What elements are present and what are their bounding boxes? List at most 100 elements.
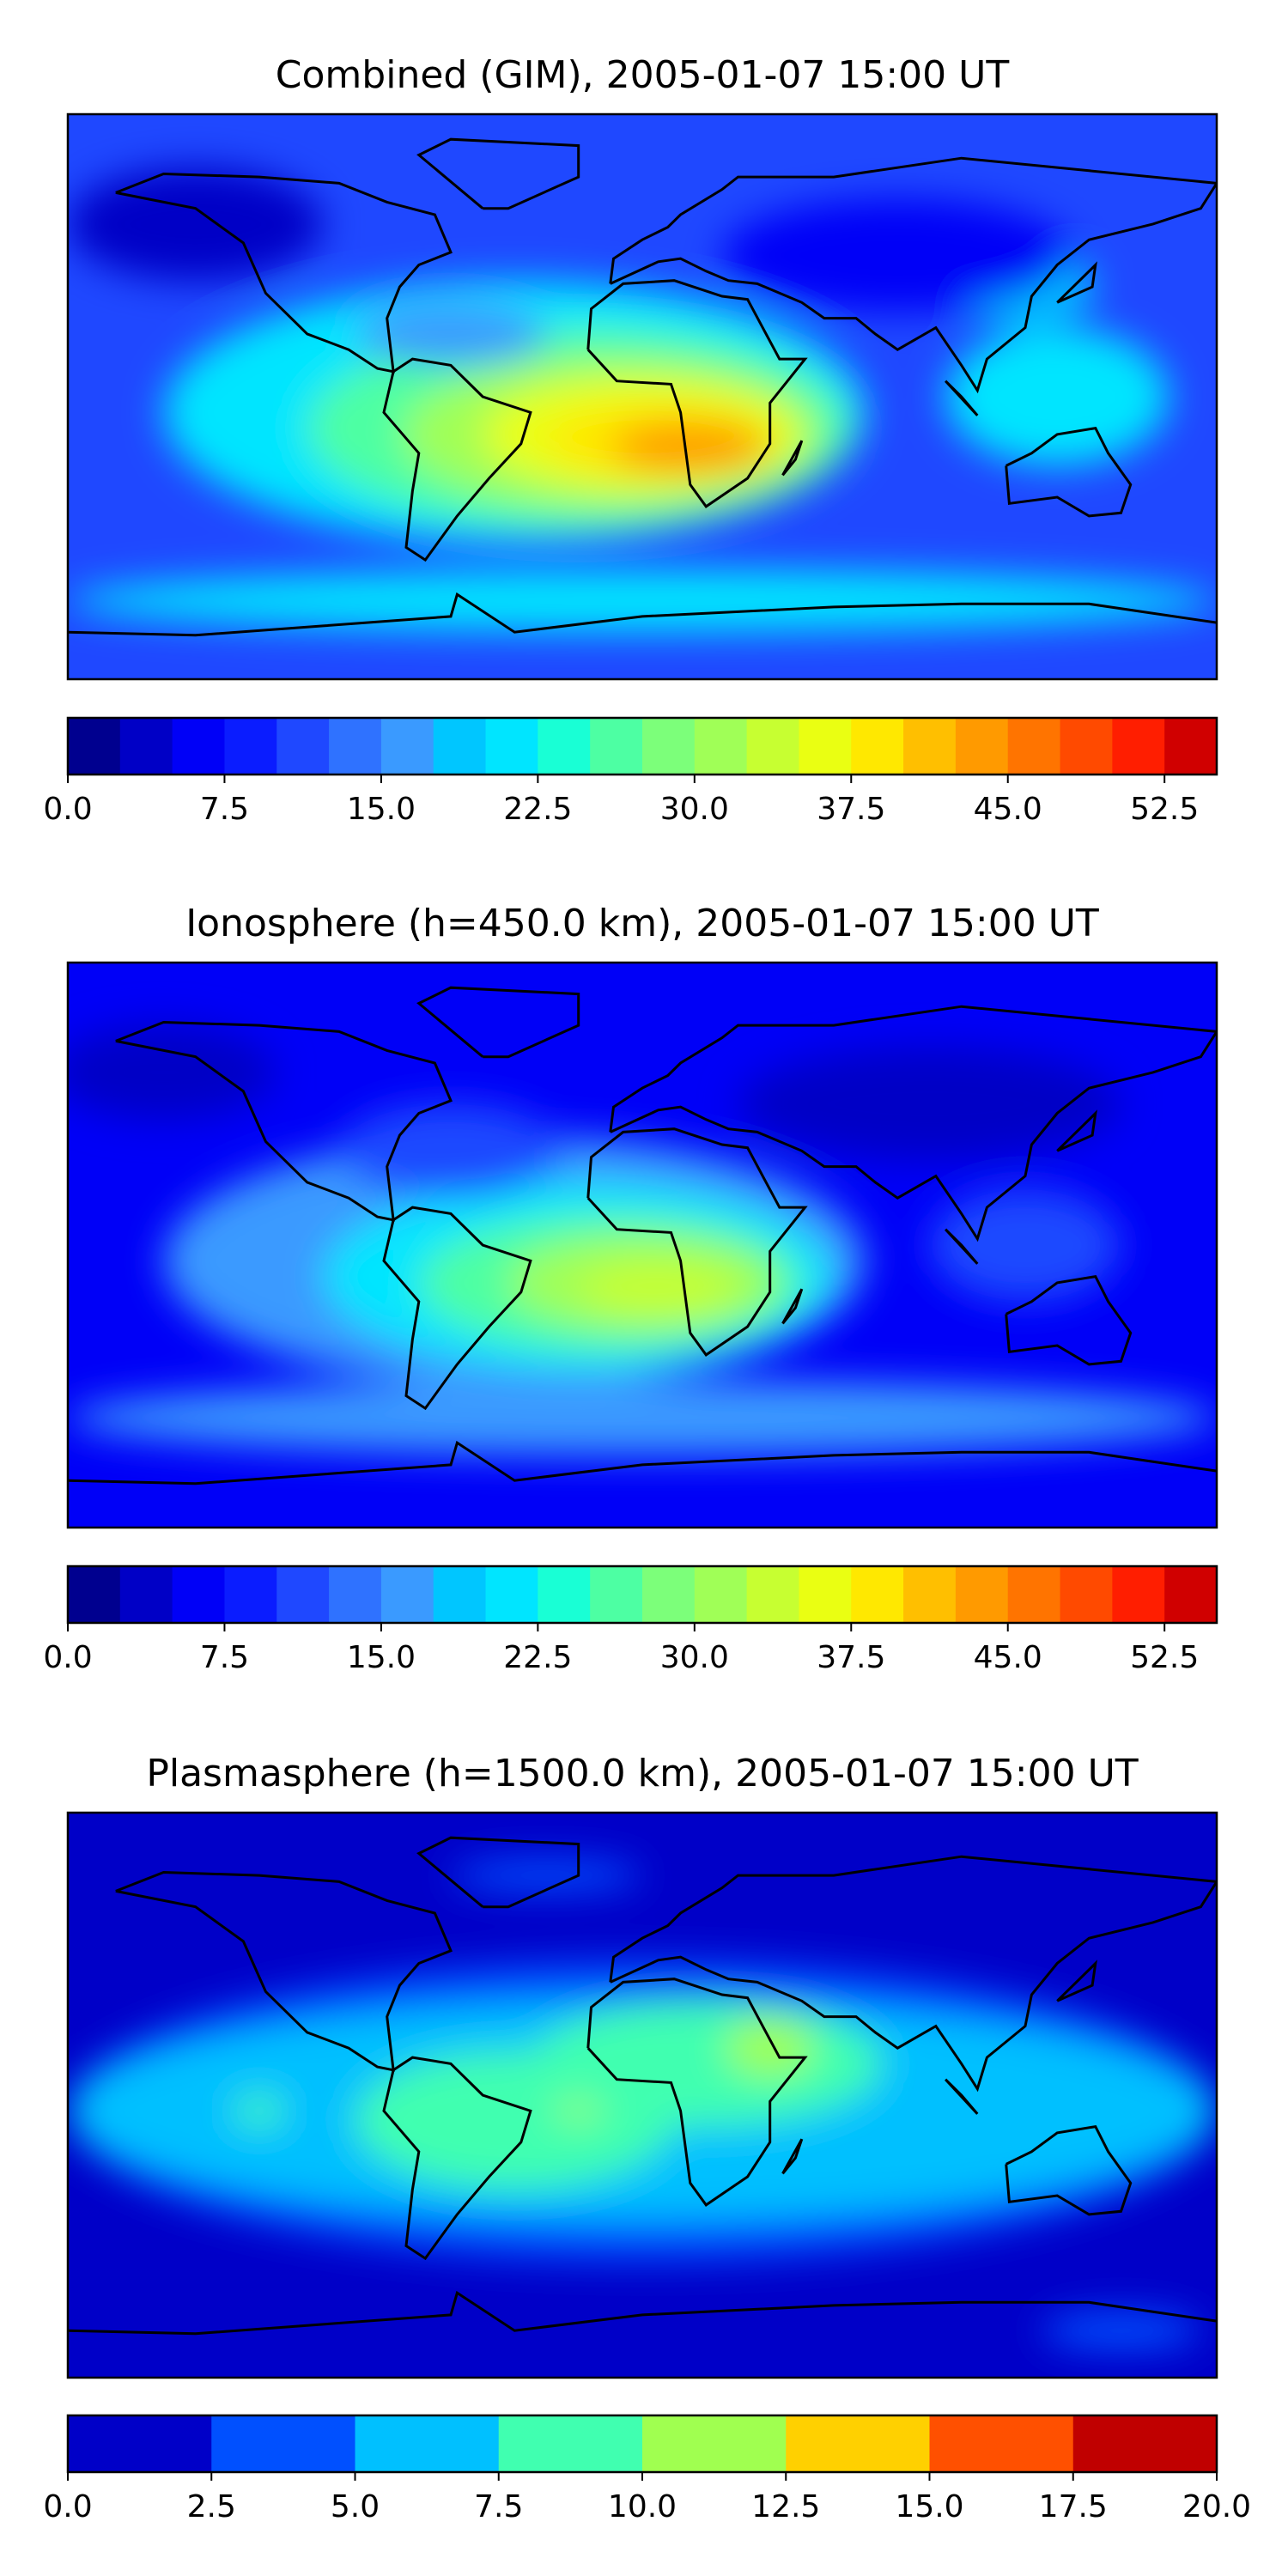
colorbar-swatch [485,718,538,775]
coastline [1056,261,1097,304]
colorbar-tick-label: 0.0 [43,792,92,827]
colorbar-swatch [119,718,173,775]
colorbar-swatch [746,1566,800,1623]
coastline [609,1855,1217,2093]
field-region [338,1103,563,1199]
map-frame [66,1811,1218,2379]
coastline [382,1206,532,1411]
chart-title: Combined (GIM), 2005-01-07 15:00 UT [276,53,1010,97]
colorbar-tick-label: 2.5 [187,2489,236,2524]
coastline [68,2290,1217,2336]
colorbar-tick-label: 0.0 [43,1640,92,1675]
field-region [68,1025,276,1120]
coastline [586,1127,808,1357]
field-contours [68,1859,1217,2350]
coastline [586,279,808,508]
field-region [578,1263,738,1315]
colorbar-swatch [1007,718,1061,775]
colorbar-tick-label: 30.0 [660,792,729,827]
field-region [929,1188,1121,1302]
colorbar-ticks: 0.0 2.5 5.0 7.5 10.0 12.5 15.0 17.5 20.0 [43,2472,1251,2524]
colorbar-swatch [694,718,748,775]
field-region [552,2101,605,2121]
colorbar-swatch [211,2415,356,2472]
colorbar-swatch [851,718,904,775]
field-region [738,1047,1121,1161]
coastline [781,1288,804,1325]
colorbar-swatch [1060,1566,1113,1623]
colorbar-swatch [224,1566,277,1623]
coastline [416,1836,580,1909]
colorbar-swatch [799,718,852,775]
colorbar-tick-label: 45.0 [974,792,1042,827]
colorbar-swatch [955,1566,1009,1623]
field-region [355,302,547,366]
colorbar-swatch [172,1566,226,1623]
coastline [609,1005,1217,1242]
colorbar-swatch [929,2415,1074,2472]
colorbar-swatch [955,718,1009,775]
coastline [609,156,1217,394]
coastlines [68,137,1217,637]
colorbar-swatch [694,1566,748,1623]
colorbar-swatch [1060,718,1113,775]
field-region [234,2095,285,2127]
coastline [781,2138,804,2175]
colorbar-swatch [642,1566,696,1623]
colorbar-swatch [355,2415,500,2472]
field-region [68,569,1217,633]
field-region [1041,2312,1201,2350]
colorbar-swatch [590,1566,643,1623]
colorbar-tick-label: 15.0 [347,1640,416,1675]
colorbar-swatch [172,718,226,775]
colorbar-swatch [276,718,330,775]
coastline [115,1870,453,2072]
colorbar-tick-label: 7.5 [474,2489,523,2524]
coastline [1056,1109,1097,1152]
coastline [115,172,453,374]
colorbar-tick-label: 5.0 [331,2489,380,2524]
colorbar-tick-label: 15.0 [347,792,416,827]
colorbar-swatch [329,1566,382,1623]
colorbar-swatch [433,1566,487,1623]
coastline [1056,1959,1097,2002]
colorbar-tick-label: 17.5 [1039,2489,1108,2524]
field-region [451,1859,642,1892]
colorbar-swatch [590,718,643,775]
colorbar-swatch [276,1566,330,1623]
coastline [944,1228,979,1265]
colorbar-swatch [903,1566,957,1623]
colorbar-swatch [642,718,696,775]
colorbar [66,1564,1218,1625]
field-region [725,2020,815,2077]
colorbar-ticks: 0.0 7.5 15.0 22.5 30.0 37.5 45.0 52.5 [43,775,1199,827]
field-region [68,167,324,281]
coastline [416,137,580,210]
colorbar-tick-label: 30.0 [660,1640,729,1675]
panel-plasmasphere: Plasmasphere (h=1500.0 km), 2005-01-07 1… [43,1752,1251,2524]
map-area [68,963,1217,1528]
colorbar-swatch [746,718,800,775]
colorbar-swatch [1112,718,1165,775]
colorbar-swatch [68,718,121,775]
chart-title: Ionosphere (h=450.0 km), 2005-01-07 15:0… [185,902,1099,945]
coastline [416,986,580,1059]
colorbar-tick-label: 37.5 [817,1640,885,1675]
colorbar-swatch [642,2415,787,2472]
colorbar-swatch [68,2415,212,2472]
colorbar-swatch [485,1566,538,1623]
colorbar [66,716,1218,776]
colorbar-swatch [380,718,434,775]
coastlines [68,1836,1217,2336]
field-region [721,198,1073,313]
map-frame [66,961,1218,1529]
coastline [586,1978,808,2207]
coastline [115,1020,453,1222]
colorbar-tick-label: 22.5 [503,792,572,827]
coastline [944,2078,979,2115]
coastline [68,592,1217,637]
panel-combined: Combined (GIM), 2005-01-07 15:00 UT 0.0 7… [43,53,1218,827]
colorbar-tick-label: 52.5 [1130,792,1199,827]
colorbar-swatch [1007,1566,1061,1623]
map-area [68,1813,1217,2378]
